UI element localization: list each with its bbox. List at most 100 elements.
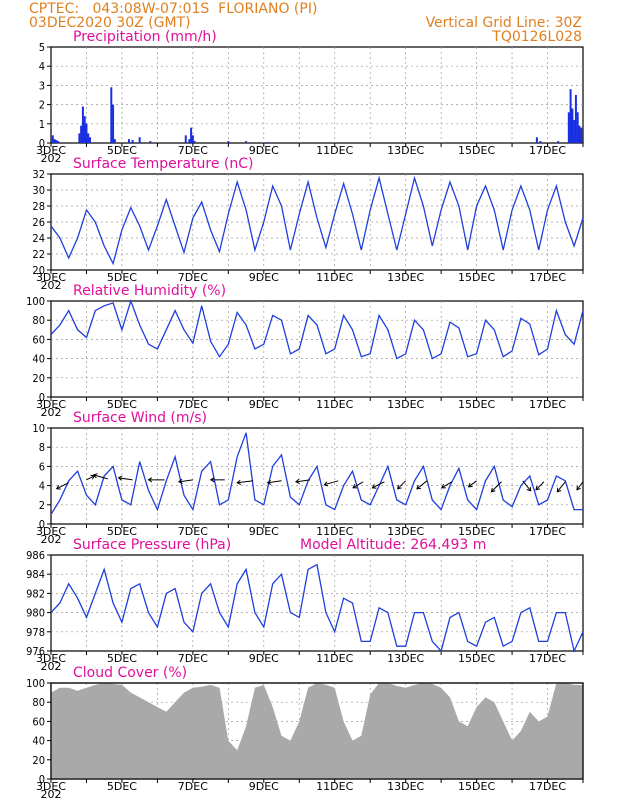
- wind-arrow: [441, 481, 453, 489]
- precip-bar: [89, 137, 92, 143]
- precip-bar: [112, 104, 115, 143]
- precip-bar: [78, 133, 81, 143]
- panel-frame-2: [50, 300, 584, 398]
- x-tick-label: 5DEC: [107, 525, 137, 538]
- series-line-2: [50, 298, 584, 360]
- wind-arrow-head: [397, 484, 402, 490]
- y-tick-label: 100: [26, 677, 45, 690]
- y-tick-label: 60: [32, 715, 45, 728]
- cloud-cover-area: [51, 683, 583, 779]
- x-year-stub: 202: [41, 788, 62, 800]
- x-tick-label: 11DEC: [316, 398, 353, 411]
- x-year-stub: 202: [41, 533, 62, 546]
- wind-arrow-head: [236, 479, 242, 485]
- precip-bar: [57, 141, 60, 143]
- wind-arrow-head: [467, 482, 473, 488]
- x-tick-label: 13DEC: [387, 398, 424, 411]
- precip-bar: [557, 141, 560, 143]
- y-tick-label: 28: [32, 200, 45, 213]
- x-tick-label: 3DEC: [36, 271, 66, 284]
- x-tick-label: 5DEC: [107, 271, 137, 284]
- x-tick-label: 17DEC: [529, 652, 566, 665]
- precip-bar: [574, 95, 577, 143]
- y-tick-label: 40: [32, 735, 45, 748]
- wind-arrow: [522, 480, 532, 492]
- x-year-stub: 202: [41, 406, 62, 419]
- y-tick-label: 976: [26, 645, 45, 658]
- x-tick-label: 7DEC: [178, 652, 208, 665]
- x-year-stub: 202: [41, 279, 62, 292]
- wind-arrow-head: [416, 484, 421, 490]
- wind-arrow: [535, 481, 545, 491]
- y-tick-label: 4: [39, 480, 45, 493]
- y-tick-label: 2: [39, 99, 45, 112]
- x-tick-label: 5DEC: [107, 398, 137, 411]
- y-tick-label: 80: [32, 696, 45, 709]
- wind-arrow: [56, 482, 69, 490]
- precip-bar: [83, 116, 86, 143]
- precip-bar: [578, 125, 581, 143]
- x-tick-label: 3DEC: [36, 780, 66, 793]
- precip-bar: [576, 112, 579, 143]
- wind-arrow-head: [147, 477, 153, 483]
- y-tick-label: 1: [39, 118, 45, 131]
- y-tick-label: 986: [26, 549, 45, 562]
- y-tick-label: 26: [32, 216, 45, 229]
- x-tick-label: 13DEC: [387, 271, 424, 284]
- wind-arrow-head: [490, 487, 496, 493]
- wind-arrow: [491, 481, 502, 493]
- y-tick-label: 0: [39, 137, 45, 150]
- precip-bar: [580, 127, 583, 143]
- x-tick-label: 15DEC: [458, 780, 495, 793]
- wind-arrow-head: [294, 478, 300, 484]
- precip-bar: [571, 108, 574, 143]
- header-line2-left: 03DEC2020 30Z (GMT): [29, 15, 191, 31]
- precip-bar: [113, 139, 116, 143]
- x-tick-label: 9DEC: [249, 525, 279, 538]
- y-tick-label: 0: [39, 773, 45, 786]
- x-tick-label: 7DEC: [178, 398, 208, 411]
- wind-arrow-head: [323, 481, 329, 487]
- precip-bar: [138, 137, 141, 143]
- y-tick-label: 10: [32, 422, 45, 435]
- x-tick-label: 11DEC: [316, 652, 353, 665]
- panel-frame-3: [50, 427, 584, 525]
- x-tick-label: 17DEC: [529, 271, 566, 284]
- x-tick-label: 3DEC: [36, 525, 66, 538]
- y-tick-label: 80: [32, 314, 45, 327]
- precip-bar: [110, 87, 113, 143]
- y-tick-label: 100: [26, 295, 45, 308]
- precip-bar: [539, 141, 542, 143]
- precip-bar: [87, 133, 90, 143]
- precip-bar: [188, 139, 191, 143]
- x-tick-label: 9DEC: [249, 780, 279, 793]
- series-line-3: [50, 432, 583, 515]
- wind-arrow: [397, 480, 407, 490]
- panel-title-1: Surface Temperature (nC): [73, 156, 254, 172]
- x-tick-label: 5DEC: [107, 780, 137, 793]
- x-year-stub: 202: [41, 152, 62, 165]
- wind-arrow-head: [441, 483, 446, 489]
- precip-bar: [149, 141, 152, 143]
- precip-bar: [190, 127, 193, 143]
- precip-bar: [191, 135, 194, 143]
- precip-bar: [245, 141, 248, 143]
- wind-arrow-head: [209, 477, 215, 483]
- y-tick-label: 2: [39, 499, 45, 512]
- wind-arrow: [237, 480, 254, 484]
- wind-arrow: [295, 479, 310, 483]
- y-tick-label: 20: [32, 372, 45, 385]
- x-tick-label: 9DEC: [249, 271, 279, 284]
- panel-title-5: Cloud Cover (%): [73, 665, 187, 681]
- precip-bar: [227, 141, 230, 143]
- wind-arrow-head: [266, 479, 272, 485]
- precip-bar: [55, 140, 58, 143]
- wind-arrow-head: [556, 487, 562, 493]
- precip-bar: [51, 135, 54, 143]
- wind-arrow: [86, 475, 95, 481]
- y-tick-label: 24: [32, 232, 45, 245]
- y-tick-label: 20: [32, 754, 45, 767]
- precip-bar: [569, 89, 572, 143]
- wind-arrow-head: [177, 478, 183, 484]
- y-tick-label: 978: [26, 626, 45, 639]
